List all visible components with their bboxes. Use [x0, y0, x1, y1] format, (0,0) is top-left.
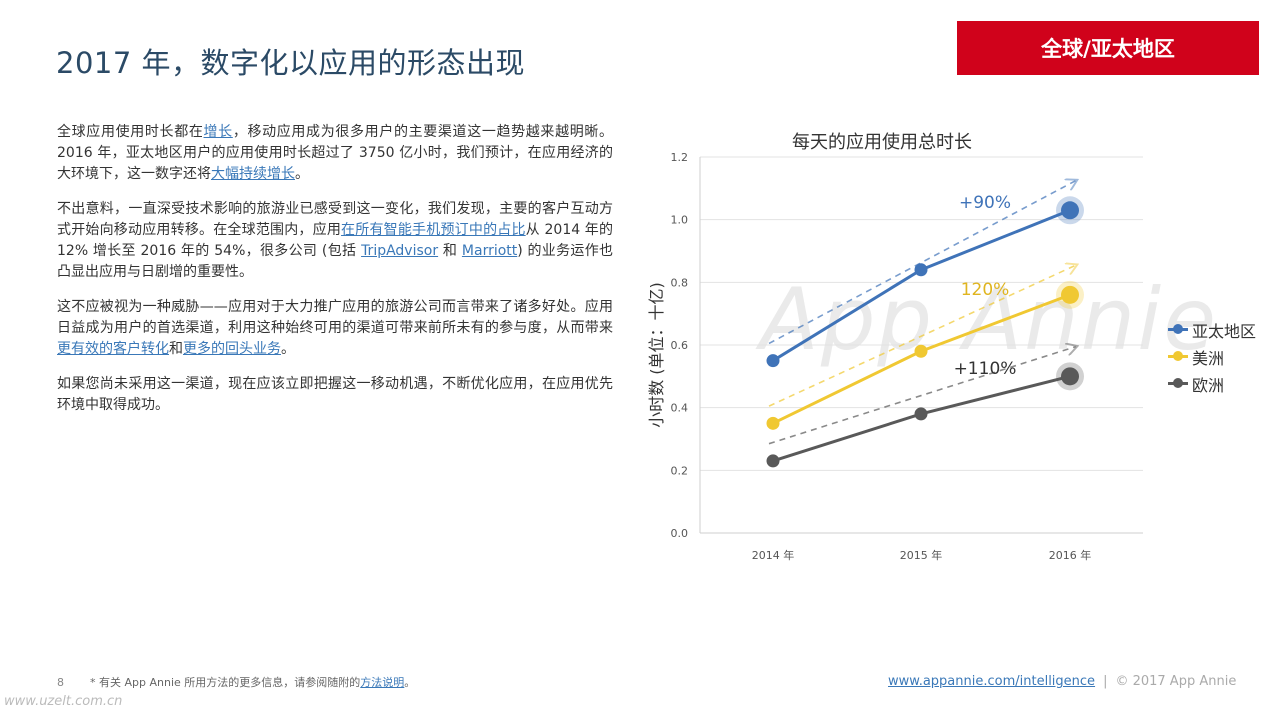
legend-item: 亚太地区: [1168, 316, 1256, 343]
legend-item: 欧洲: [1168, 370, 1256, 397]
page-number: 8: [57, 676, 64, 689]
separator: |: [1103, 674, 1108, 689]
link-booking-share[interactable]: 在所有智能手机预订中的占比: [341, 222, 526, 238]
paragraph-2: 不出意料，一直深受技术影响的旅游业已感受到这一变化，我们发现，主要的客户互动方式…: [57, 199, 613, 283]
trend-line: [768, 265, 1076, 407]
trend-line: [768, 347, 1076, 445]
legend-label: 欧洲: [1192, 375, 1225, 395]
region-badge: 全球/亚太地区: [957, 21, 1259, 75]
page-title: 2017 年，数字化以应用的形态出现: [56, 46, 526, 80]
y-tick-label: 0.4: [671, 402, 689, 415]
text: ) 的业务运作也凸显出应用与日剧增的重要性。: [57, 243, 614, 280]
intelligence-link[interactable]: www.appannie.com/intelligence: [888, 674, 1096, 689]
data-point: [914, 263, 928, 277]
y-tick-label: 0.6: [671, 339, 689, 352]
y-tick-label: 0.2: [671, 464, 689, 477]
x-tick-label: 2014 年: [752, 548, 795, 562]
methodology-link[interactable]: 方法说明: [360, 676, 405, 689]
y-axis-label: 小时数 (单位：十亿): [647, 282, 666, 428]
text: 和: [169, 341, 183, 357]
chart-legend: 亚太地区 美洲 欧洲: [1168, 316, 1256, 397]
link-continued-growth[interactable]: 大幅持续增长: [211, 166, 295, 182]
footnote-text: * 有关 App Annie 所用方法的更多信息，请参阅随附的: [90, 676, 361, 689]
link-conversion[interactable]: 更有效的客户转化: [57, 341, 169, 357]
data-point: [766, 354, 780, 368]
link-growth[interactable]: 增长: [203, 124, 233, 140]
y-tick-label: 0.8: [671, 276, 689, 289]
body-text: 全球应用使用时长都在增长，移动应用成为很多用户的主要渠道这一趋势越来越明晰。20…: [57, 122, 613, 430]
paragraph-3: 这不应被视为一种威胁——应用对于大力推广应用的旅游公司而言带来了诸多好处。应用日…: [57, 297, 613, 360]
text: 。: [295, 166, 309, 182]
chart-title: 每天的应用使用总时长: [792, 132, 972, 153]
text: 和: [438, 243, 462, 259]
series-line: [772, 293, 1071, 425]
footer-note: 8 * 有关 App Annie 所用方法的更多信息，请参阅随附的方法说明。: [57, 674, 415, 690]
y-tick-label: 1.2: [671, 151, 689, 164]
data-point: [1061, 367, 1079, 386]
legend-swatch: [1168, 378, 1188, 388]
text: 这不应被视为一种威胁——应用对于大力推广应用的旅游公司而言带来了诸多好处。应用日…: [57, 299, 613, 336]
text: 从 2014 年的 12% 增长至 2016 年的 54%，很多公司 (包括: [57, 222, 614, 259]
link-tripadvisor[interactable]: TripAdvisor: [361, 243, 439, 259]
paragraph-1: 全球应用使用时长都在增长，移动应用成为很多用户的主要渠道这一趋势越来越明晰。20…: [57, 122, 613, 185]
data-point: [766, 416, 780, 430]
legend-label: 美洲: [1192, 348, 1225, 368]
x-tick-label: 2015 年: [900, 548, 943, 562]
legend-label: 亚太地区: [1192, 321, 1257, 341]
chart: 每天的应用使用总时长 0.0 0.2 0.4 0.6 0.8 1.0 1.2 2014 年 20…: [640, 120, 1280, 580]
text: 。: [281, 341, 295, 357]
growth-label: 120%: [961, 280, 1010, 300]
trend-line: [768, 181, 1076, 345]
link-repeat-business[interactable]: 更多的回头业务: [183, 341, 281, 357]
link-marriott[interactable]: Marriott: [461, 243, 518, 259]
data-point: [1061, 201, 1079, 220]
growth-label: +110%: [954, 359, 1017, 379]
site-watermark: www.uzelt.com.cn: [4, 694, 123, 709]
footnote-end: 。: [404, 676, 416, 689]
series-line: [772, 208, 1071, 362]
paragraph-4: 如果您尚未采用这一渠道，现在应该立即把握这一移动机遇，不断优化应用，在应用优先环…: [57, 376, 613, 413]
data-point: [1061, 285, 1079, 304]
footer-right: www.appannie.com/intelligence | © 2017 App…: [888, 674, 1236, 689]
legend-swatch: [1168, 351, 1188, 361]
copyright: © 2017 App Annie: [1115, 674, 1237, 689]
legend-item: 美洲: [1168, 343, 1256, 370]
text: ，移动应用成为很多用户的主要渠道这一趋势越来越明晰。2016 年，亚太地区用户的…: [57, 124, 614, 182]
text: 全球应用使用时长都在: [57, 124, 204, 140]
growth-label: +90%: [959, 193, 1011, 213]
y-tick-label: 1.0: [671, 214, 689, 227]
text: 不出意料，一直深受技术影响的旅游业已感受到这一变化，我们发现，主要的客户互动方式…: [57, 201, 613, 238]
data-point: [766, 454, 780, 468]
x-tick-label: 2016 年: [1049, 548, 1092, 562]
data-point: [914, 344, 928, 358]
y-tick-label: 0.0: [671, 527, 689, 540]
data-point: [914, 407, 928, 421]
legend-swatch: [1168, 324, 1188, 334]
chart-svg: 0.0 0.2 0.4 0.6 0.8 1.0 1.2 2014 年 2015 年 2016 年 小…: [647, 151, 1143, 562]
